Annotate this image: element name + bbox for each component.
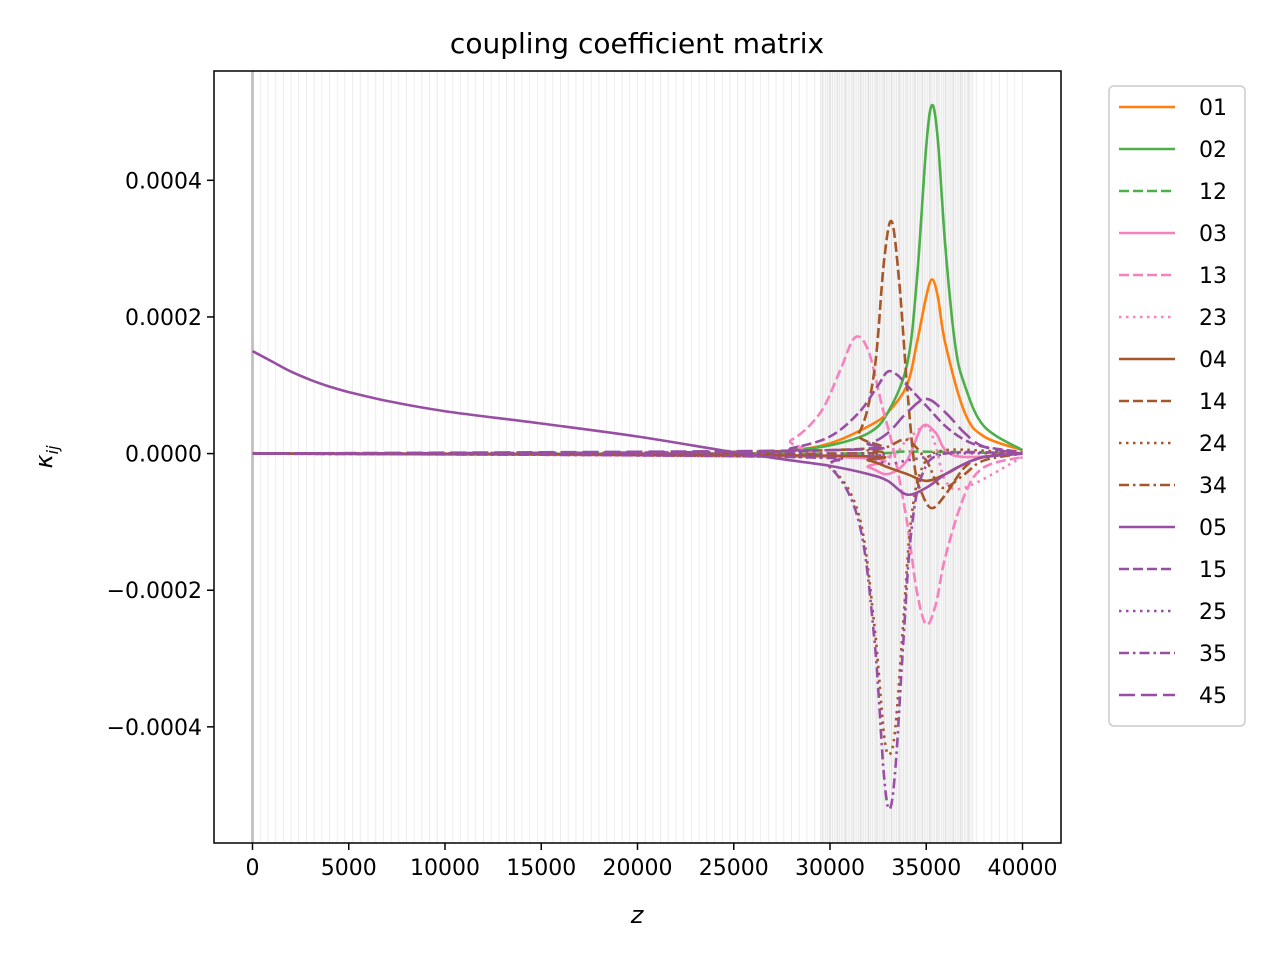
y-tick-label: 0.0000 [125,443,202,468]
y-tick-label: −0.0002 [107,579,202,604]
series-line-25 [252,452,1023,466]
x-tick-label: 25000 [699,856,769,881]
legend-label-03: 03 [1199,222,1227,247]
series-line-35 [252,450,1023,811]
legend-label-24: 24 [1199,432,1227,457]
series-line-34 [252,438,1023,490]
legend-label-01: 01 [1199,96,1227,121]
legend-label-13: 13 [1199,264,1227,289]
x-tick-label: 5000 [321,856,377,881]
x-tick-label: 0 [246,856,260,881]
x-tick-label: 15000 [506,856,576,881]
x-tick-label: 20000 [603,856,673,881]
legend: 01 02 12 03 13 23 04 14 24 34 05 15 25 35 45 [1108,85,1246,727]
x-tick-label: 30000 [795,856,865,881]
legend-label-05: 05 [1199,516,1227,541]
y-tick-label: −0.0004 [107,716,202,741]
series-line-05 [251,349,1023,497]
legend-frame [1108,85,1246,727]
legend-label-12: 12 [1199,180,1227,205]
series-line-24 [252,448,1023,756]
chart-title: coupling coefficient matrix [450,27,824,60]
x-axis: 0 5000 10000 15000 20000 25000 30000 35000 40000 [246,843,1058,881]
y-axis: 0.0004 0.0002 0.0000 −0.0002 −0.0004 [107,169,214,741]
x-tick-label: 10000 [410,856,480,881]
legend-label-02: 02 [1199,138,1227,163]
y-axis-label: κij [30,445,62,469]
plot-background [214,71,1061,843]
x-tick-label: 40000 [988,856,1058,881]
legend-label-45: 45 [1199,684,1227,709]
y-axis-label-sub: ij [43,445,62,454]
legend-label-34: 34 [1199,474,1227,499]
series-line-45 [252,397,1023,455]
x-axis-label: z [630,901,645,929]
y-tick-label: 0.0002 [125,306,202,331]
series-lines [251,103,1024,811]
legend-label-15: 15 [1199,558,1227,583]
y-axis-label-base: κ [30,454,58,469]
series-line-14 [252,219,1023,510]
legend-label-25: 25 [1199,600,1227,625]
legend-label-04: 04 [1199,348,1227,373]
y-tick-label: 0.0004 [125,169,202,194]
x-tick-label: 35000 [891,856,961,881]
legend-label-14: 14 [1199,390,1227,415]
legend-label-23: 23 [1199,306,1227,331]
legend-label-35: 35 [1199,642,1227,667]
background-bands [251,71,1023,843]
series-line-13 [252,335,1023,626]
series-line-15 [252,369,1023,455]
